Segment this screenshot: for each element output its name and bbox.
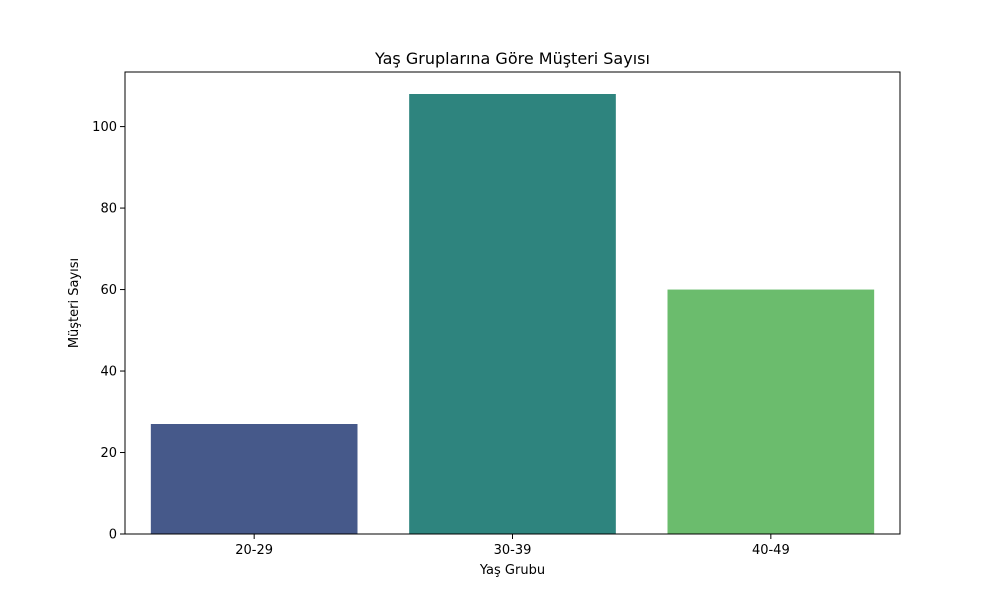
- x-axis-ticks: 20-29 30-39 40-49: [235, 534, 790, 558]
- y-tick-label: 20: [100, 446, 117, 461]
- x-tick-label: 40-49: [752, 543, 790, 558]
- bar-40-49: [667, 289, 875, 534]
- y-tick-label: 40: [100, 365, 117, 380]
- bars-layer: [150, 94, 875, 534]
- y-axis-label: Müşteri Sayısı: [67, 258, 82, 348]
- bar-30-39: [409, 94, 616, 534]
- x-tick-label: 20-29: [235, 543, 273, 558]
- bar-20-29: [150, 424, 358, 534]
- plot-frame: [124, 71, 901, 535]
- y-tick-label: 0: [109, 528, 117, 543]
- y-axis-ticks: 0 20 40 60 80 100: [92, 120, 125, 543]
- chart-title: Yaş Gruplarına Göre Müşteri Sayısı: [374, 49, 650, 68]
- x-axis-label: Yaş Grubu: [479, 563, 545, 578]
- y-tick-label: 60: [100, 283, 117, 298]
- y-tick-label: 80: [100, 202, 117, 217]
- y-tick-label: 100: [92, 120, 117, 135]
- x-tick-label: 30-39: [494, 543, 532, 558]
